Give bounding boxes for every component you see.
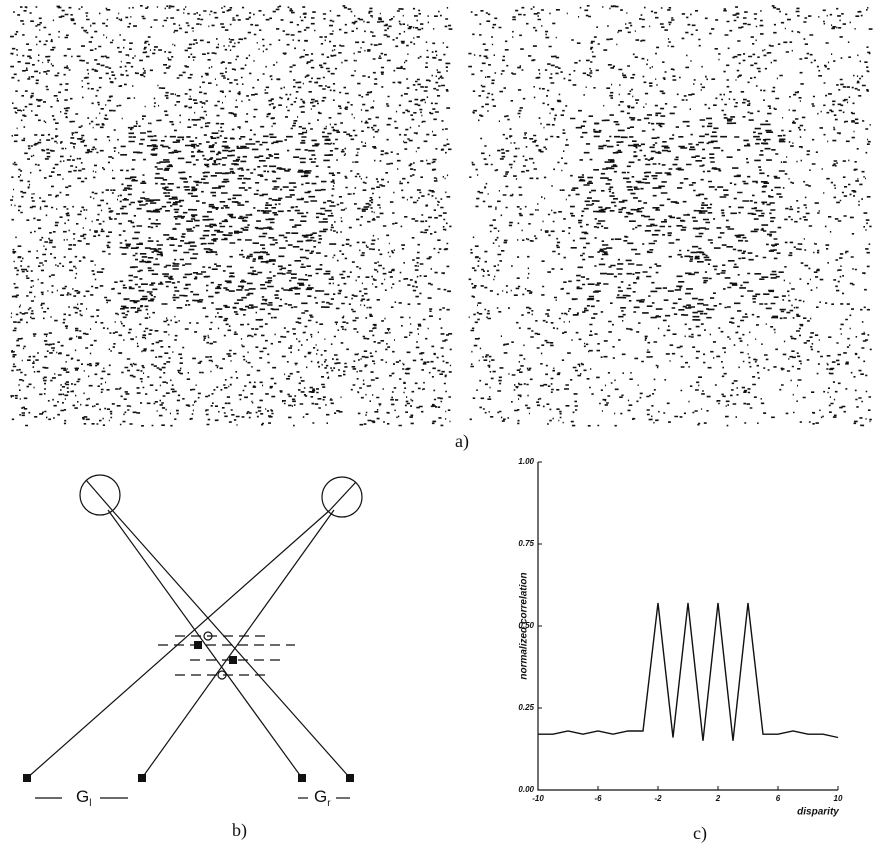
ray bbox=[107, 509, 303, 779]
unit bbox=[298, 774, 306, 782]
right-eye bbox=[321, 476, 363, 518]
group-label: Gl bbox=[76, 787, 91, 808]
match-node bbox=[217, 670, 227, 680]
ray bbox=[141, 509, 335, 779]
lens-line bbox=[85, 479, 113, 511]
dot-field bbox=[468, 5, 873, 427]
panel-label: b) bbox=[232, 820, 247, 841]
correlation-line bbox=[538, 602, 839, 741]
dot-field bbox=[10, 5, 453, 427]
ray bbox=[26, 509, 331, 779]
unit bbox=[138, 774, 146, 782]
unit bbox=[23, 774, 31, 782]
disparity-lines bbox=[158, 635, 295, 676]
axes bbox=[537, 462, 838, 791]
x-tick-label: -6 bbox=[594, 794, 602, 803]
match-node bbox=[203, 631, 213, 641]
panel-label: a) bbox=[455, 431, 469, 452]
x-tick-label: -10 bbox=[532, 794, 544, 803]
y-tick-label: 0.50 bbox=[518, 621, 534, 630]
group-name: G bbox=[314, 787, 327, 806]
unit bbox=[346, 774, 354, 782]
group-label: Gr bbox=[314, 787, 331, 808]
unit bbox=[229, 656, 237, 664]
left-eye bbox=[79, 474, 121, 516]
y-tick-label: 0.25 bbox=[518, 703, 534, 712]
y-tick-label: 0.00 bbox=[518, 785, 534, 794]
unit bbox=[194, 641, 202, 649]
group-subscript: r bbox=[327, 798, 331, 809]
y-axis-label: normalized correlation bbox=[519, 572, 530, 679]
panel-label: c) bbox=[693, 823, 707, 844]
x-tick-label: 10 bbox=[834, 794, 843, 803]
group-name: G bbox=[76, 787, 89, 806]
y-tick-label: 0.75 bbox=[518, 539, 534, 548]
y-tick-label: 1.00 bbox=[518, 457, 534, 466]
random-dot-stereograms bbox=[10, 5, 873, 427]
x-tick-label: 2 bbox=[715, 794, 721, 803]
ray bbox=[111, 509, 351, 779]
group-subscript: l bbox=[89, 798, 91, 809]
correlation-chart: normalized correlation disparity 0.00 0.2… bbox=[518, 457, 843, 818]
lens-line bbox=[329, 481, 357, 511]
x-axis-label: disparity bbox=[797, 807, 839, 818]
x-tick-label: 6 bbox=[776, 794, 781, 803]
x-tick-label: -2 bbox=[654, 794, 662, 803]
stereo-diagram bbox=[23, 474, 363, 799]
